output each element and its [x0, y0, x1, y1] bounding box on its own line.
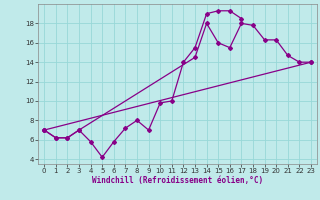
- X-axis label: Windchill (Refroidissement éolien,°C): Windchill (Refroidissement éolien,°C): [92, 176, 263, 185]
